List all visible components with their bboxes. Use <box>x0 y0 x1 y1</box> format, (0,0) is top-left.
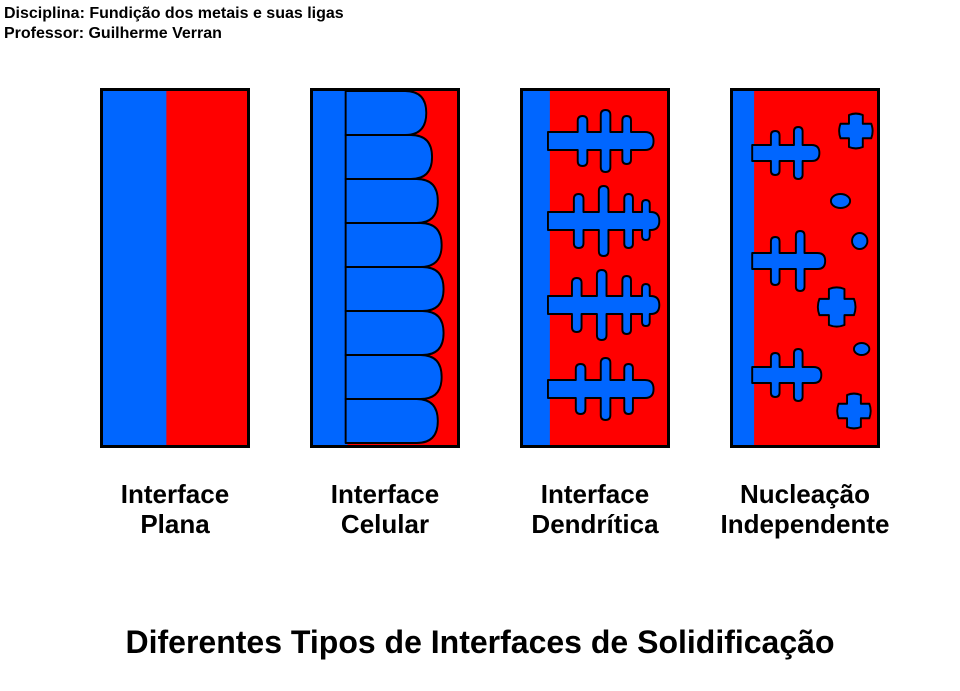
panel-independente <box>730 88 880 448</box>
header-line-1: Disciplina: Fundição dos metais e suas l… <box>4 4 344 23</box>
caption-celular: InterfaceCelular <box>290 480 480 540</box>
panel-plana <box>100 88 250 448</box>
caption-line2: Independente <box>710 510 900 540</box>
hdr-label-1: Disciplina: <box>4 5 85 22</box>
hdr-value-2: Guilherme Verran <box>88 25 221 42</box>
footer-title: Diferentes Tipos de Interfaces de Solidi… <box>0 624 960 661</box>
hdr-value-1: Fundição dos metais e suas ligas <box>89 5 343 22</box>
caption-line1: Interface <box>290 480 480 510</box>
panels-row: InterfacePlanaInterfaceCelularInterfaceD… <box>0 88 960 448</box>
panel-dendritica <box>520 88 670 448</box>
hdr-label-2: Professor: <box>4 25 84 42</box>
caption-line1: Nucleação <box>710 480 900 510</box>
caption-line1: Interface <box>80 480 270 510</box>
header-line-2: Professor: Guilherme Verran <box>4 24 222 43</box>
caption-line2: Dendrítica <box>500 510 690 540</box>
caption-dendritica: InterfaceDendrítica <box>500 480 690 540</box>
caption-line2: Plana <box>80 510 270 540</box>
caption-line1: Interface <box>500 480 690 510</box>
panel-celular <box>310 88 460 448</box>
caption-line2: Celular <box>290 510 480 540</box>
caption-independente: NucleaçãoIndependente <box>710 480 900 540</box>
caption-plana: InterfacePlana <box>80 480 270 540</box>
